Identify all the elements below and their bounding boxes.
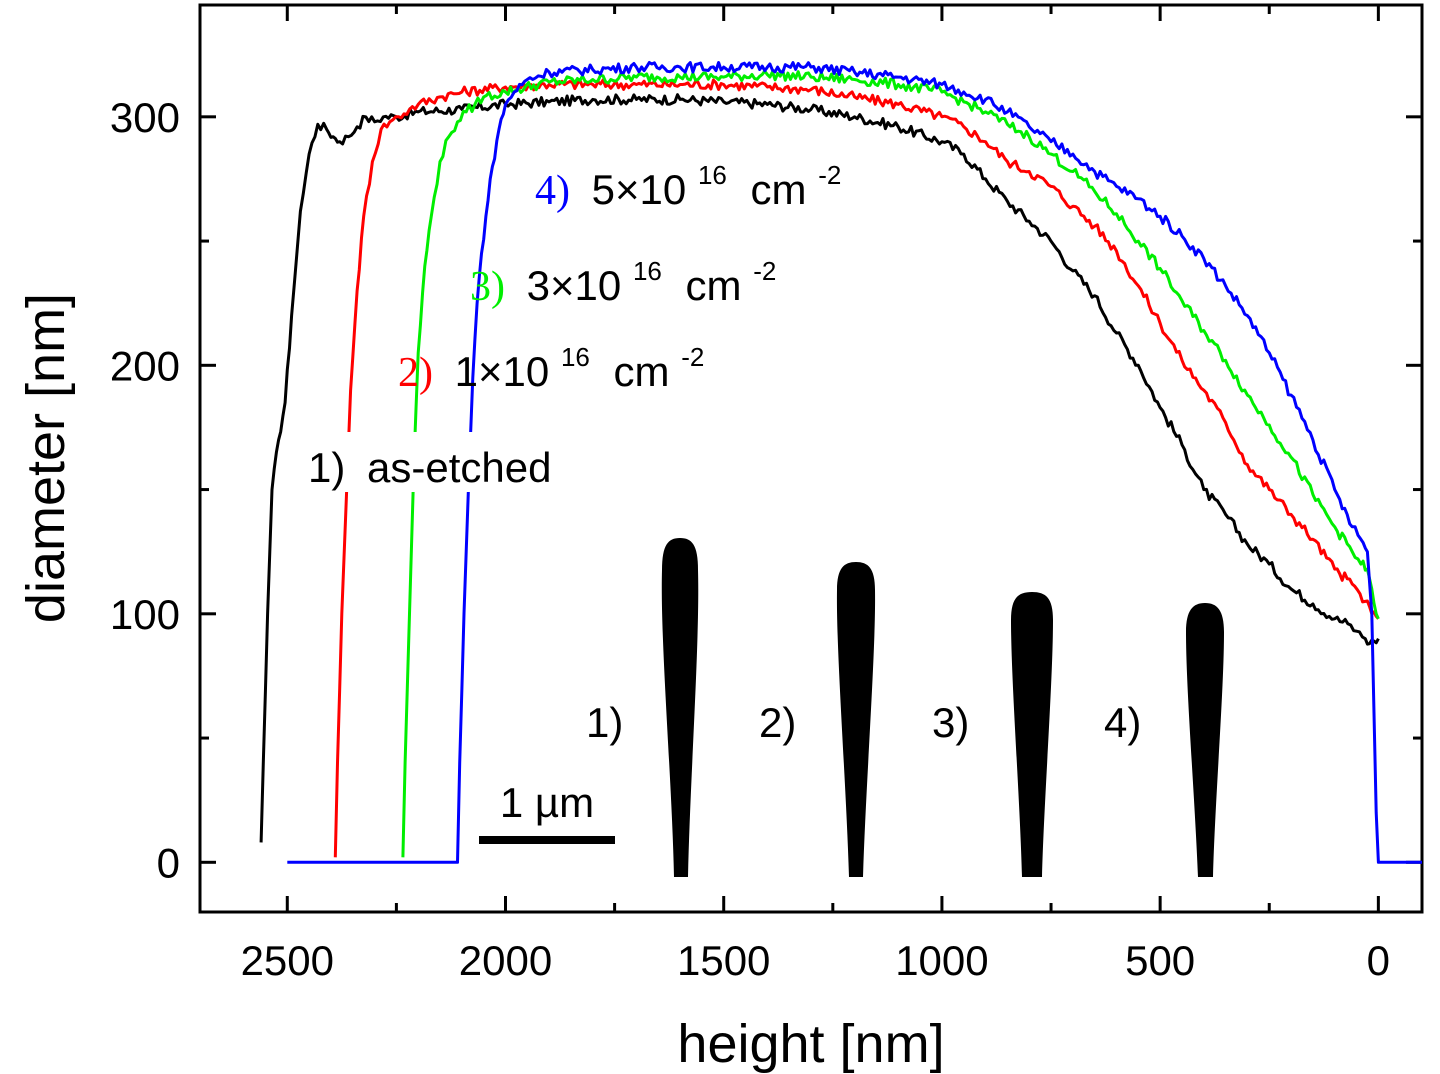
- scale-bar-label: 1 µm: [500, 779, 594, 826]
- svg-text:4) 5×10 16 c: 4) 5×10 16 cm -2: [535, 146, 841, 214]
- scale-bar: 1 µm: [479, 779, 615, 844]
- legend-entry-4: 4) 5×10 16 cm -2: [535, 146, 841, 214]
- nanowire-1-shape: [661, 538, 699, 877]
- svg-text:3) 3×10 16 c: 3) 3×10 16 cm -2: [470, 242, 776, 310]
- y-tick-label: 0: [157, 839, 180, 886]
- series-line-3: [401, 69, 1380, 858]
- x-tick-label: 1500: [677, 937, 770, 984]
- legend-unit-4: cm: [751, 166, 807, 213]
- x-axis-ticks: 2500 2000 1500 1000 500 0: [241, 5, 1390, 984]
- legend-number-1: 1): [308, 444, 345, 491]
- legend-exp-3: 16: [633, 256, 662, 286]
- legend-value-4: 5×10: [592, 166, 687, 213]
- legend-value-2: 1×10: [455, 348, 550, 395]
- inset-label-2: 2): [759, 699, 796, 746]
- y-axis-ticks: 0 100 200 300: [110, 94, 1422, 886]
- legend-value-3: 3×10: [527, 262, 622, 309]
- inset-label-1: 1): [586, 699, 623, 746]
- legend-unit-exp-2: -2: [681, 342, 704, 372]
- series-line-4: [287, 61, 1422, 864]
- legend-number-4: 4): [535, 168, 570, 214]
- legend-entry-1: 1) as-etched: [292, 432, 622, 492]
- x-tick-label: 2000: [459, 937, 552, 984]
- x-tick-label: 2500: [241, 937, 334, 984]
- inset-label-3: 3): [932, 699, 969, 746]
- nanowire-2-shape: [836, 562, 876, 877]
- legend-unit-3: cm: [686, 262, 742, 309]
- scale-bar-line: [479, 836, 615, 844]
- series-group: [259, 61, 1422, 864]
- nanowire-3-shape: [1011, 592, 1053, 877]
- nanowire-4-shape: [1186, 603, 1224, 877]
- legend-exp-2: 16: [561, 342, 590, 372]
- legend-number-2: 2): [398, 350, 433, 396]
- series-line-1: [259, 93, 1380, 843]
- legend-unit-2: cm: [614, 348, 670, 395]
- legend-unit-exp-4: -2: [818, 160, 841, 190]
- x-tick-label: 0: [1367, 937, 1390, 984]
- x-tick-label: 500: [1125, 937, 1195, 984]
- legend-exp-4: 16: [698, 160, 727, 190]
- legend-number-3: 3): [470, 264, 505, 310]
- y-axis-title: diameter [nm]: [16, 293, 76, 623]
- legend-entry-2: 2) 1×10 16 cm -2: [398, 328, 704, 396]
- y-tick-label: 300: [110, 94, 180, 141]
- y-tick-label: 200: [110, 342, 180, 389]
- legend-value-1: as-etched: [367, 444, 551, 491]
- inset-nanowires: 1) 2) 3) 4): [586, 538, 1224, 877]
- legend-entry-3: 3) 3×10 16 cm -2: [470, 242, 776, 310]
- svg-text:1) as-etched: 1) as-etched: [308, 444, 551, 491]
- inset-label-4: 4): [1104, 699, 1141, 746]
- svg-text:2) 1×10 16 c: 2) 1×10 16 cm -2: [398, 328, 704, 396]
- x-axis-title: height [nm]: [677, 1014, 944, 1074]
- plot-frame: [198, 3, 1424, 914]
- legend-unit-exp-3: -2: [753, 256, 776, 286]
- legend-1-background: [292, 432, 622, 492]
- y-tick-label: 100: [110, 591, 180, 638]
- x-tick-label: 1000: [895, 937, 988, 984]
